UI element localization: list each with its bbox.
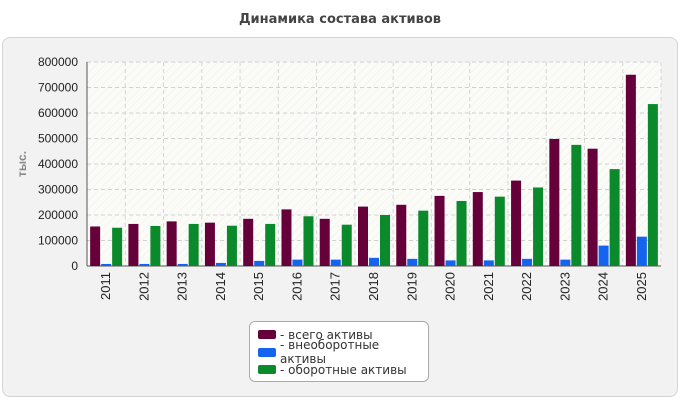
chart-title: Динамика состава активов <box>238 12 442 27</box>
chart-legend: - всего активы - внеоборотные активы - обо… <box>249 321 429 382</box>
y-tick-label: 300000 <box>38 183 78 197</box>
bar-s1-2013 <box>166 221 177 266</box>
bar-s2-2022 <box>522 258 533 266</box>
bar-s1-2017 <box>319 218 330 266</box>
bar-s2-2011 <box>101 263 112 266</box>
bar-s3-2023 <box>571 144 582 266</box>
x-tick-label: 2019 <box>404 272 419 301</box>
bar-s1-2019 <box>396 204 407 266</box>
bar-s3-2025 <box>647 104 658 266</box>
bar-s1-2012 <box>128 223 139 266</box>
legend-item: - всего активы <box>258 326 428 344</box>
y-tick-label: 200000 <box>38 208 78 222</box>
bar-s1-2021 <box>472 192 483 266</box>
legend-label: - оборотные активы <box>280 362 407 377</box>
y-tick-label: 500000 <box>38 132 78 146</box>
y-tick-label: 700000 <box>38 81 78 95</box>
x-tick-label: 2024 <box>596 272 611 301</box>
x-tick-label: 2013 <box>175 272 190 301</box>
y-tick-label: 400000 <box>38 157 78 171</box>
x-tick-label: 2025 <box>634 272 649 301</box>
legend-item: - оборотные активы <box>258 361 428 379</box>
legend-item: - внеоборотные активы <box>258 338 428 366</box>
x-tick-label: 2021 <box>481 272 496 301</box>
bar-s3-2012 <box>150 225 161 266</box>
bar-s3-2013 <box>188 223 199 266</box>
bar-s1-2025 <box>625 74 636 266</box>
bar-s1-2011 <box>90 226 101 266</box>
x-tick-label: 2016 <box>289 272 304 301</box>
legend-label: - внеоборотные активы <box>280 338 380 367</box>
bar-s2-2018 <box>369 257 379 266</box>
y-tick-label: 800000 <box>38 55 78 69</box>
bar-s3-2019 <box>418 210 429 266</box>
bar-s3-2011 <box>112 227 123 266</box>
x-tick-label: 2011 <box>98 272 113 300</box>
bar-s2-2013 <box>177 263 188 266</box>
y-axis-label: тыс. <box>15 151 29 177</box>
bar-s1-2016 <box>281 209 292 266</box>
x-tick-label: 2012 <box>136 272 151 301</box>
y-tick-label: 600000 <box>38 106 78 120</box>
legend-swatch <box>258 365 276 375</box>
x-tick-label: 2022 <box>519 272 534 301</box>
bar-s2-2012 <box>139 263 150 266</box>
bar-s1-2024 <box>587 148 598 266</box>
bar-s2-2014 <box>215 262 226 266</box>
bar-s1-2015 <box>243 218 254 266</box>
bar-s1-2014 <box>204 222 215 266</box>
bar-s3-2015 <box>265 223 276 266</box>
bar-s3-2024 <box>609 169 620 266</box>
bar-s2-2025 <box>636 236 647 266</box>
bar-s2-2021 <box>483 260 494 266</box>
bar-s1-2023 <box>549 139 560 266</box>
bar-s2-2016 <box>292 259 303 266</box>
x-tick-label: 2020 <box>443 272 458 301</box>
x-tick-label: 2014 <box>213 272 228 301</box>
bar-s2-2017 <box>330 259 341 266</box>
bar-s3-2021 <box>494 196 505 266</box>
bar-s3-2022 <box>533 187 544 266</box>
legend-swatch <box>258 347 276 357</box>
bar-s2-2015 <box>254 260 265 266</box>
x-tick-label: 2015 <box>251 272 266 301</box>
bar-s3-2018 <box>380 215 390 266</box>
bar-s2-2020 <box>445 260 456 266</box>
bar-s3-2016 <box>303 216 314 266</box>
bar-s1-2022 <box>511 180 522 266</box>
bar-s2-2024 <box>598 245 609 266</box>
y-tick-label: 0 <box>71 259 78 273</box>
bar-s3-2020 <box>456 200 467 266</box>
x-tick-label: 2018 <box>366 272 381 301</box>
x-tick-label: 2023 <box>557 272 572 301</box>
bar-s1-2018 <box>358 206 368 266</box>
legend-swatch <box>258 330 276 340</box>
bar-s2-2019 <box>407 258 418 266</box>
bar-s3-2014 <box>226 225 237 266</box>
legend-label: - всего активы <box>280 327 373 342</box>
x-tick-label: 2017 <box>328 272 343 301</box>
y-tick-label: 100000 <box>38 234 78 248</box>
bar-s1-2020 <box>434 195 445 266</box>
bar-s2-2023 <box>560 259 571 266</box>
bar-s3-2017 <box>341 224 352 266</box>
